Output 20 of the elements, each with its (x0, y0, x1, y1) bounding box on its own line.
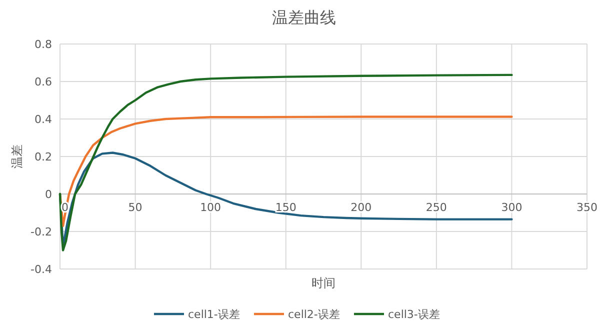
y-tick-label: 0.8 (34, 38, 52, 51)
y-tick-label: -0.2 (30, 226, 52, 238)
x-tick-label: 300 (501, 201, 522, 214)
x-tick-label: 250 (426, 201, 447, 214)
legend-label: cell2-误差 (288, 308, 340, 321)
x-tick-label: 150 (275, 201, 296, 214)
chart-title: 温差曲线 (272, 8, 336, 27)
y-tick-label: 0.4 (34, 113, 52, 126)
x-tick-label: 100 (200, 201, 222, 214)
y-axis-title: 温差 (10, 144, 24, 168)
y-tick-label: -0.4 (30, 263, 52, 276)
x-axis-title: 时间 (312, 276, 336, 290)
y-tick-label: 0.6 (34, 76, 52, 88)
legend-label: cell1-误差 (188, 308, 240, 321)
y-tick-label: 0 (45, 188, 52, 201)
x-tick-label: 200 (350, 201, 372, 214)
legend-label: cell3-误差 (388, 308, 440, 321)
y-tick-label: 0.2 (34, 150, 52, 164)
x-tick-label: 50 (128, 201, 142, 214)
x-tick-label: 350 (576, 201, 598, 214)
